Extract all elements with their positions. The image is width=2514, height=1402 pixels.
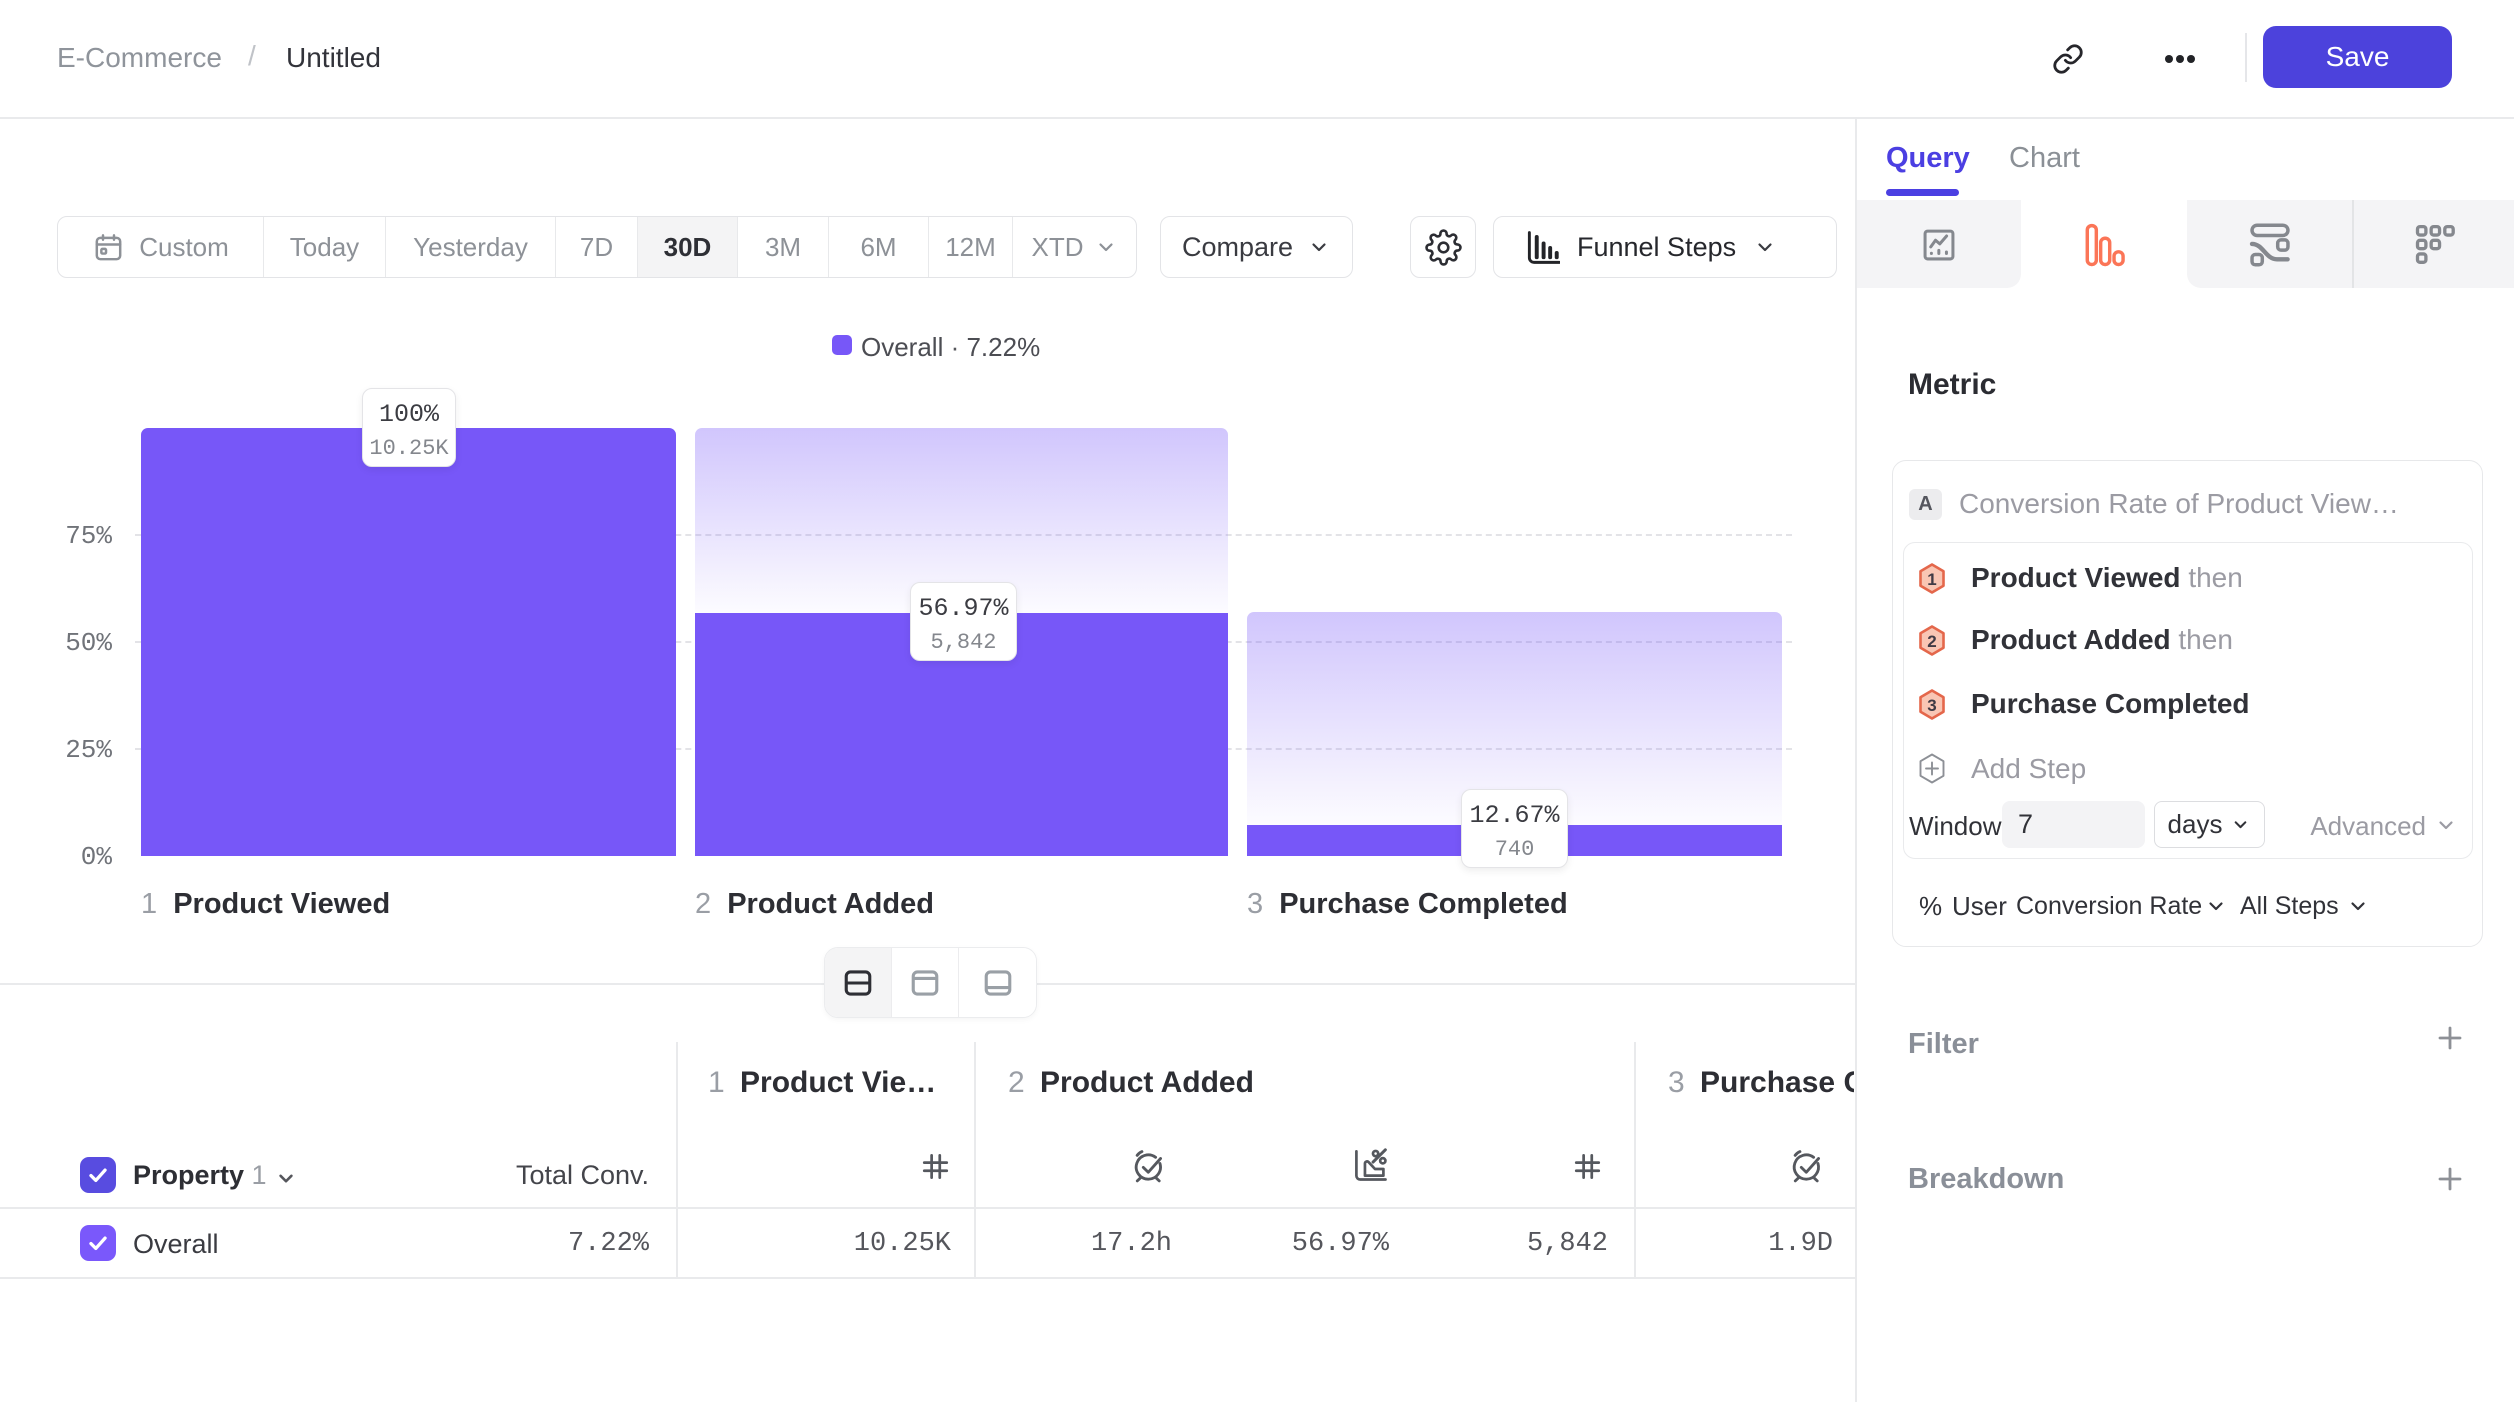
svg-text:3: 3 [1927,696,1936,715]
svg-text:1: 1 [1927,570,1936,589]
svg-text:2: 2 [1927,632,1936,651]
